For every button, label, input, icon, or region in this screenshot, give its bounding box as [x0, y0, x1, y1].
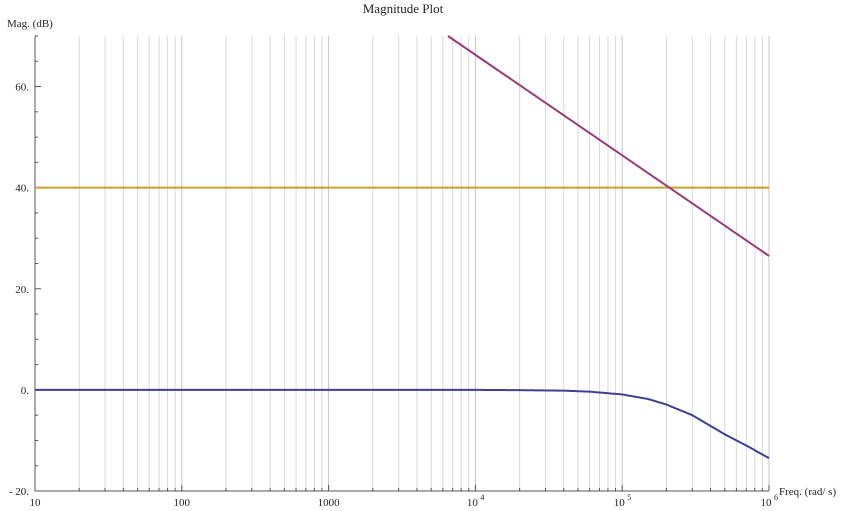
x-tick-label: 10: [614, 497, 626, 509]
axes: [34, 35, 770, 492]
x-tick-label: 10: [30, 497, 42, 509]
chart-title: Magnitude Plot: [363, 1, 444, 16]
x-tick-label: 1000: [318, 497, 341, 509]
series-lines: [35, 35, 770, 460]
x-tick-label: 100: [174, 497, 191, 509]
y-tick-label: - 20.: [9, 486, 29, 498]
x-tick-exponent: 4: [480, 493, 484, 502]
x-tick-label: 10: [467, 497, 479, 509]
series-line-3: [447, 35, 770, 257]
x-tick-label: 10: [761, 497, 773, 509]
y-axis-label: Mag. (dB): [7, 18, 53, 30]
grid-lines: [78, 36, 770, 491]
x-tick-exponent: 5: [627, 493, 631, 502]
tick-labels: - 20.0.20.40.60.10 100 1000 10 4 10 5 10 6: [9, 82, 778, 509]
y-tick-label: 0.: [21, 385, 30, 397]
x-axis-label: Freq. (rad/ s): [779, 486, 836, 498]
y-tick-label: 20.: [15, 284, 29, 296]
x-tick-exponent: 6: [774, 493, 778, 502]
y-tick-label: 60.: [15, 82, 29, 94]
series-line-1: [35, 388, 770, 460]
y-tick-label: 40.: [15, 183, 29, 195]
